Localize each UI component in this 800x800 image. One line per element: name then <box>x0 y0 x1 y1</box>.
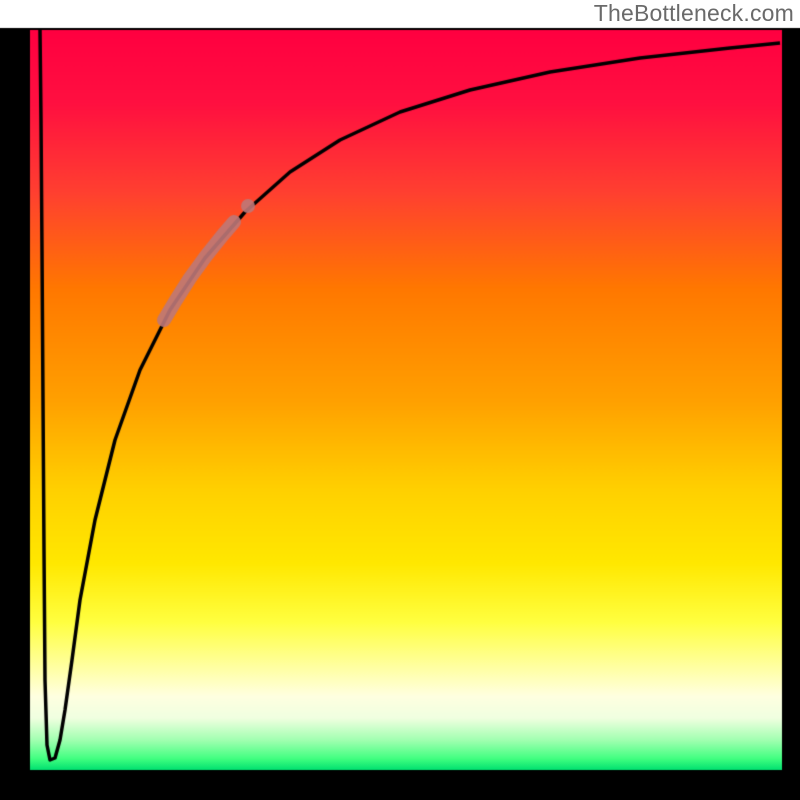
chart-container: TheBottleneck.com <box>0 0 800 800</box>
bottleneck-chart-canvas <box>0 0 800 800</box>
watermark-text: TheBottleneck.com <box>594 0 794 27</box>
